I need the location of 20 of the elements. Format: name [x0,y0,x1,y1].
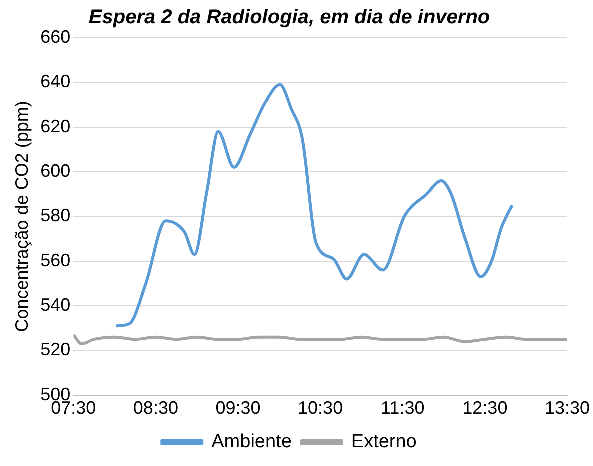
y-tick-label: 640 [40,72,71,92]
x-tick-label: 10:30 [298,398,344,418]
y-tick-label: 540 [40,295,71,316]
y-axis-title: Concentração de CO2 (ppm) [12,101,32,332]
x-tick-label: 13:30 [544,398,590,418]
y-tick-label: 620 [40,116,71,136]
legend-label: Externo [351,432,417,453]
chart-title: Espera 2 da Radiologia, em dia de inverno [88,6,490,29]
y-tick-label: 560 [40,250,71,270]
x-tick-label: 11:30 [381,398,425,418]
y-tick-label: 520 [40,340,71,360]
legend-label: Ambiente [212,432,292,453]
x-tick-label: 12:30 [462,398,508,418]
line-series [74,334,568,346]
line-series [114,83,514,328]
y-tick-label: 600 [40,160,71,181]
x-tick-label: 08:30 [133,398,178,418]
x-tick-label: 09:30 [216,398,261,418]
y-tick-label: 660 [40,26,71,47]
y-tick-label: 580 [40,206,71,226]
